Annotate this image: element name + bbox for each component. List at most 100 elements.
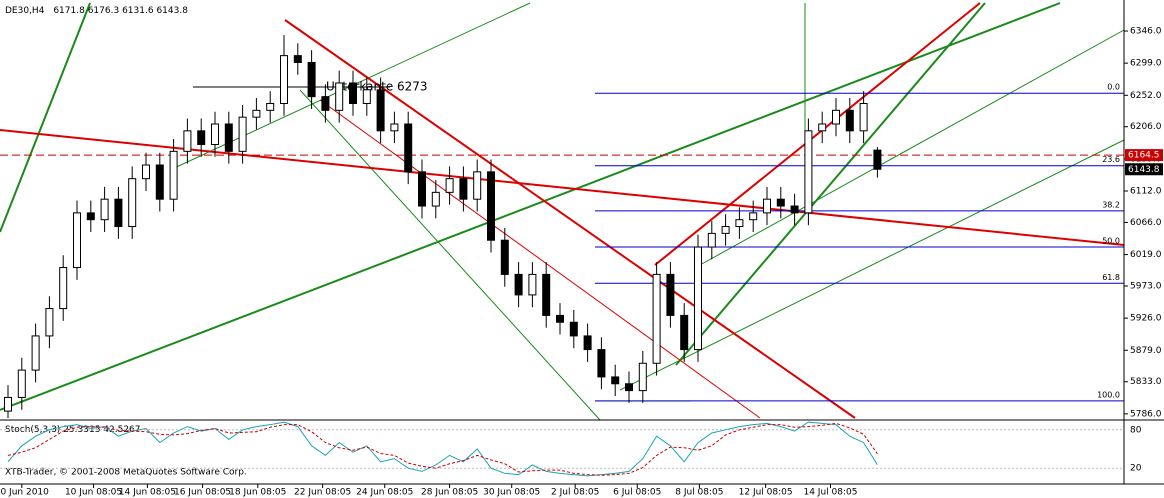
candle-body [652, 273, 661, 364]
x-tick-label: 18 Jun 08:05 [229, 488, 286, 498]
candle-body [707, 232, 716, 248]
fib-label: 38.2 [1102, 200, 1120, 209]
high-value: 6176.3 [88, 6, 120, 16]
candle-body [280, 55, 288, 104]
x-tick-label: 14 Jun 08:05 [119, 488, 176, 498]
y-tick-label: 6019.0 [1130, 250, 1162, 260]
open-value: 6171.8 [53, 6, 85, 16]
candle-body [197, 130, 206, 146]
y-tick-label: 5786.0 [1130, 409, 1162, 419]
candle-body [735, 219, 744, 228]
candle-body [790, 205, 799, 214]
x-tick-label: 8 Jul 08:05 [675, 488, 723, 498]
candle-body [873, 149, 882, 170]
low-value: 6131.6 [122, 6, 154, 16]
candle-body [776, 198, 785, 207]
candle-body [487, 171, 495, 241]
candle-body [845, 109, 854, 132]
x-tick-label: 14 Jul 08:05 [803, 488, 857, 498]
candle-body [721, 226, 730, 234]
candle-body [211, 123, 219, 146]
level-box [1125, 149, 1163, 162]
candle-body [625, 383, 633, 392]
candle-body [556, 314, 564, 323]
stoch-tick-label: 20 [1130, 464, 1142, 474]
x-tick-label: 22 Jun 08:05 [294, 488, 351, 498]
candle-body [362, 89, 371, 104]
candle-body [694, 246, 702, 351]
x-tick-label: 30 Jun 08:05 [483, 488, 540, 498]
fib-label: 61.8 [1102, 273, 1120, 282]
candle-body [128, 178, 137, 228]
level-label: 6164.5 [1128, 151, 1160, 161]
candle-body [611, 376, 620, 385]
x-tick-label: 2 Jul 08:05 [551, 488, 599, 498]
candle-body [293, 55, 302, 63]
y-tick-label: 5973.0 [1130, 282, 1162, 292]
candle-body [335, 82, 344, 111]
candle-body [114, 198, 123, 228]
candle-body [252, 109, 261, 118]
fib-label: 50.0 [1102, 237, 1120, 246]
last-price-label: 6143.8 [1128, 165, 1160, 175]
y-tick-label: 6299.0 [1130, 59, 1162, 69]
y-tick-label: 6252.0 [1130, 91, 1162, 101]
candle-body [569, 321, 578, 337]
y-tick-label: 5833.0 [1130, 377, 1162, 387]
candle-body [86, 212, 95, 221]
candle-body [749, 212, 758, 221]
candle-body [680, 314, 689, 351]
y-tick-label: 6112.0 [1130, 186, 1162, 196]
x-tick-label: 16 Jun 08:05 [174, 488, 231, 498]
x-tick-label: 24 Jun 08:05 [356, 488, 413, 498]
x-tick-label: 10 Jun 08:05 [65, 488, 122, 498]
candle-body [266, 102, 275, 111]
plot [0, 35, 1124, 418]
candle-body [321, 96, 330, 111]
candle-body [528, 273, 537, 296]
candle-body [832, 109, 840, 125]
candle-body [404, 123, 413, 173]
candle-body [376, 89, 385, 132]
fib-label: 100.0 [1097, 390, 1120, 399]
candle-body [169, 150, 178, 200]
candle-body [31, 335, 40, 371]
stoch-signal [7, 422, 878, 476]
candle-body [500, 239, 509, 275]
x-tick-label: 6 Jul 08:05 [613, 488, 661, 498]
x-tick-label: 10 Jun 2010 [0, 488, 49, 498]
candle-body [59, 267, 68, 310]
candle-body [307, 61, 316, 98]
candle-body [431, 191, 440, 207]
candle-body [100, 198, 109, 221]
candle-body [349, 82, 357, 104]
y-tick-label: 6066.0 [1130, 218, 1162, 228]
candle-body [597, 349, 606, 378]
fib-label: 0.0 [1107, 83, 1120, 92]
fib-label: 23.6 [1102, 155, 1120, 164]
y-tick-label: 6206.0 [1130, 122, 1162, 132]
candle-body [418, 171, 426, 207]
y-tick-label: 6346.0 [1130, 27, 1162, 37]
candle-body [45, 308, 54, 337]
candle-body [4, 396, 12, 412]
x-tick-label: 12 Jul 08:05 [739, 488, 793, 498]
candle-body [514, 273, 523, 296]
candle-body [73, 212, 81, 269]
candle-body [238, 116, 247, 152]
x-tick-label: 28 Jun 08:05 [421, 488, 478, 498]
candle-body [818, 123, 827, 132]
footer: XTB-Trader, © 2001-2008 MetaQuotes Softw… [5, 468, 247, 478]
symbol: DE30,H4 [5, 6, 45, 16]
last-price-box [1125, 163, 1163, 176]
candle-body [390, 123, 399, 132]
candle-body [859, 102, 868, 132]
trend-lines [0, 2, 1125, 421]
candle-body [542, 273, 551, 316]
stoch-main [7, 421, 878, 477]
candle-body [224, 123, 233, 152]
candle-body [638, 362, 647, 392]
candle-body [473, 171, 482, 200]
